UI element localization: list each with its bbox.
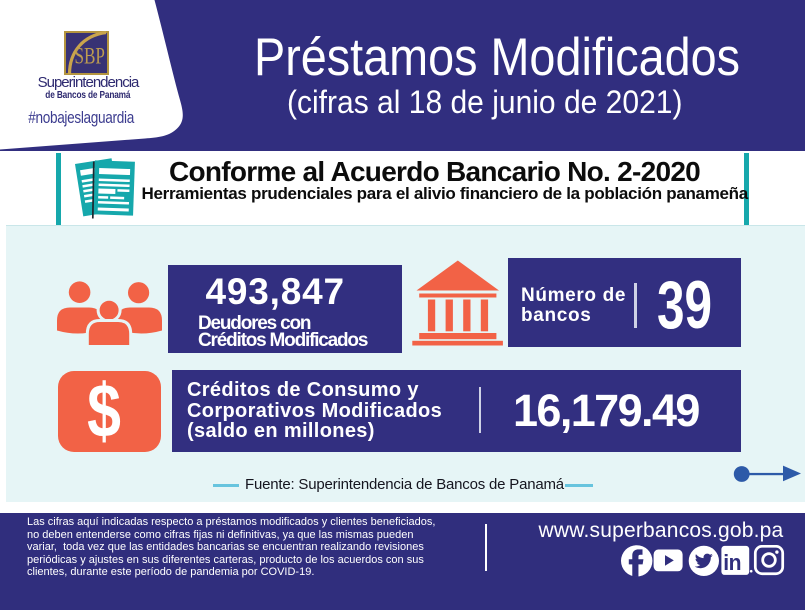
svg-text:in: in: [723, 550, 741, 576]
svg-text:SBP: SBP: [74, 44, 105, 69]
